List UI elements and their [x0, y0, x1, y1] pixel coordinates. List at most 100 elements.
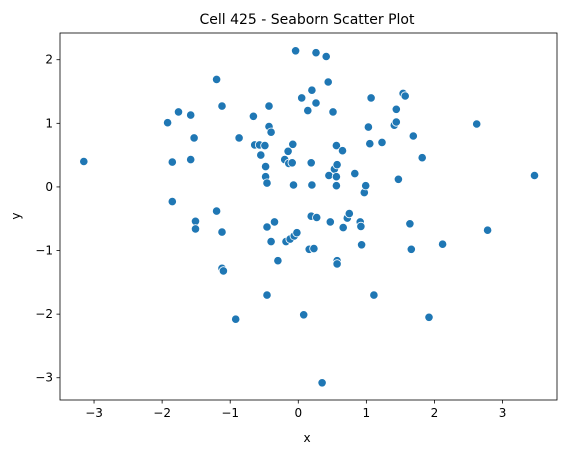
data-point-49 — [306, 158, 316, 168]
data-point-41 — [288, 180, 299, 190]
data-point-17 — [234, 133, 244, 143]
data-point-71 — [338, 223, 348, 233]
data-point-3 — [167, 197, 177, 207]
data-point-46 — [299, 310, 309, 320]
data-point-76 — [356, 221, 366, 231]
x-tick-label: −3 — [85, 406, 103, 420]
y-tick-label: 1 — [45, 116, 53, 130]
x-tick-label: −2 — [153, 406, 171, 420]
data-point-26 — [262, 222, 272, 232]
data-point-6 — [186, 155, 196, 165]
data-point-8 — [190, 216, 201, 226]
data-point-25 — [262, 178, 272, 188]
data-point-87 — [391, 117, 401, 127]
data-point-45 — [297, 93, 307, 103]
data-point-88 — [393, 174, 403, 184]
data-point-57 — [317, 378, 327, 388]
data-point-55 — [311, 98, 321, 108]
data-point-32 — [269, 217, 280, 227]
points-layer — [79, 46, 540, 388]
data-point-95 — [424, 312, 434, 322]
data-point-90 — [400, 91, 410, 101]
y-tick-label: −3 — [35, 371, 53, 385]
data-point-79 — [361, 181, 371, 191]
data-point-86 — [391, 104, 401, 114]
data-point-40 — [288, 139, 298, 149]
data-point-0 — [79, 156, 89, 167]
data-point-64 — [331, 141, 341, 151]
data-point-65 — [331, 172, 341, 182]
data-point-82 — [366, 93, 376, 103]
y-tick-label: −1 — [35, 244, 53, 258]
y-tick-label: −2 — [35, 307, 53, 321]
data-point-94 — [417, 153, 427, 163]
data-point-54 — [311, 48, 321, 58]
y-axis-label: y — [9, 212, 23, 219]
data-point-28 — [264, 101, 274, 111]
x-tick-label: 1 — [363, 406, 371, 420]
data-point-9 — [190, 224, 201, 234]
data-point-83 — [369, 290, 379, 300]
y-tick-label: 0 — [45, 180, 53, 194]
data-point-53 — [309, 244, 319, 254]
data-point-33 — [273, 256, 283, 266]
data-point-10 — [212, 74, 222, 85]
y-tick-label: 2 — [45, 53, 53, 67]
data-point-31 — [266, 237, 276, 247]
data-point-96 — [437, 239, 448, 249]
x-axis-label: x — [303, 431, 310, 445]
data-point-11 — [212, 206, 222, 216]
data-point-47 — [303, 106, 313, 116]
data-point-1 — [163, 118, 173, 128]
data-point-81 — [365, 139, 375, 149]
data-point-15 — [218, 266, 228, 276]
data-point-97 — [472, 119, 482, 129]
data-point-74 — [350, 169, 360, 179]
data-point-18 — [248, 111, 258, 121]
data-point-21 — [256, 150, 266, 160]
data-point-39 — [287, 158, 297, 168]
data-point-66 — [331, 181, 341, 191]
data-point-27 — [262, 290, 272, 300]
data-point-23 — [260, 162, 271, 172]
data-point-52 — [307, 180, 317, 190]
data-point-13 — [217, 227, 227, 237]
data-point-69 — [332, 259, 342, 269]
data-point-98 — [482, 225, 493, 235]
data-point-51 — [307, 85, 317, 95]
x-tick-label: 3 — [499, 406, 507, 420]
x-tick-label: 2 — [431, 406, 439, 420]
data-point-59 — [323, 77, 333, 87]
y-axis-ticks: −3 −2 −1 0 1 2 — [35, 53, 60, 385]
x-axis-ticks: −3 −2 −1 0 1 2 3 — [85, 400, 506, 420]
data-point-58 — [321, 51, 331, 62]
data-point-92 — [406, 244, 416, 254]
data-point-36 — [283, 146, 293, 156]
data-point-84 — [377, 137, 387, 147]
data-point-56 — [312, 212, 322, 223]
data-point-99 — [529, 170, 540, 181]
data-point-70 — [337, 146, 348, 156]
data-point-93 — [408, 131, 418, 141]
data-point-61 — [325, 217, 335, 227]
data-point-30 — [266, 127, 276, 137]
data-point-12 — [217, 101, 227, 111]
data-point-5 — [186, 110, 196, 120]
data-point-67 — [332, 160, 342, 170]
x-tick-label: −1 — [221, 406, 239, 420]
x-tick-label: 0 — [294, 406, 302, 420]
data-point-7 — [189, 133, 199, 143]
data-point-73 — [344, 209, 354, 219]
data-point-16 — [231, 314, 241, 324]
data-point-77 — [356, 240, 367, 250]
data-point-44 — [292, 228, 302, 238]
data-point-2 — [167, 157, 177, 167]
data-point-22 — [260, 141, 270, 151]
chart-title: Cell 425 - Seaborn Scatter Plot — [199, 12, 415, 28]
plot-frame — [59, 32, 558, 401]
data-point-80 — [363, 122, 373, 132]
data-point-62 — [328, 107, 338, 117]
data-point-91 — [405, 219, 415, 229]
